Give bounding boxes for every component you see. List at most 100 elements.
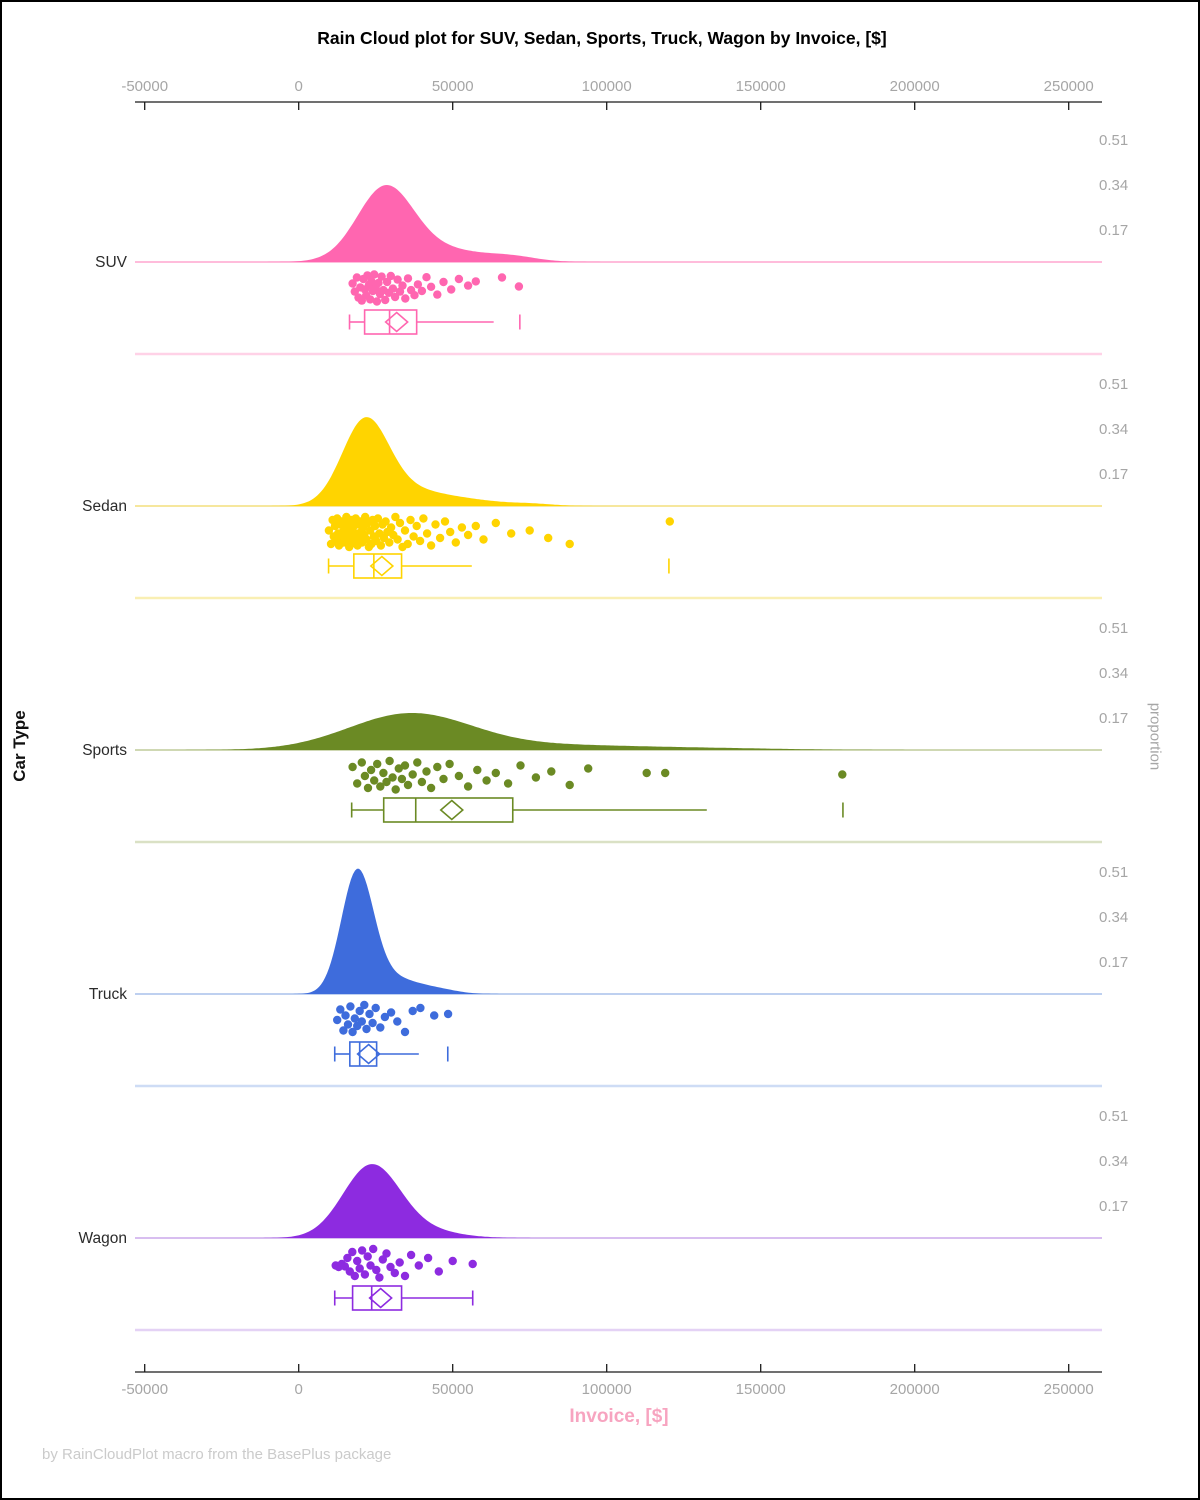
box-iqr-sedan xyxy=(353,553,403,579)
bottom-x-tick-label: 200000 xyxy=(890,1381,940,1398)
rain-point-wagon xyxy=(375,1273,384,1282)
proportion-tick-label-suv: 0.34 xyxy=(1099,177,1128,194)
rain-point-truck xyxy=(430,1011,439,1020)
rain-point-truck xyxy=(393,1017,402,1026)
rain-point-wagon xyxy=(406,1250,416,1260)
rain-point-sports xyxy=(348,762,357,772)
rain-point-sports xyxy=(413,758,422,767)
rain-point-wagon xyxy=(434,1267,443,1276)
rain-point-suv xyxy=(447,285,456,294)
rain-point-wagon xyxy=(366,1261,375,1270)
rain-point-sports xyxy=(366,765,376,775)
rain-point-suv xyxy=(471,277,480,286)
rain-point-sports xyxy=(491,768,500,778)
top-x-tick-label: 250000 xyxy=(1044,78,1094,95)
proportion-tick-label-truck: 0.17 xyxy=(1099,954,1128,971)
rain-point-wagon xyxy=(423,1253,433,1263)
rain-point-sports xyxy=(360,771,370,781)
rain-point-suv xyxy=(388,284,398,293)
rain-point-truck xyxy=(336,1005,345,1014)
rain-point-truck xyxy=(400,1027,410,1037)
rain-point-suv xyxy=(403,274,413,283)
rain-point-wagon xyxy=(357,1246,367,1255)
rain-point-wagon xyxy=(378,1255,387,1264)
rain-point-truck xyxy=(371,1003,380,1013)
rain-point-sedan xyxy=(385,538,394,547)
rain-point-sedan xyxy=(376,541,386,550)
box-mean-diamond-sports xyxy=(439,799,464,821)
proportion-tick-label-sports: 0.34 xyxy=(1099,665,1128,682)
rain-point-truck xyxy=(357,1017,366,1026)
rain-point-sedan xyxy=(373,514,383,523)
rain-point-suv xyxy=(348,279,357,288)
proportion-tick-label-suv: 0.51 xyxy=(1099,132,1128,149)
density-curve-sports xyxy=(135,713,1102,750)
rain-point-suv xyxy=(374,278,383,288)
density-curve-sedan xyxy=(135,417,1102,506)
rain-point-truck xyxy=(380,1012,390,1022)
density-curve-truck xyxy=(135,868,1102,994)
rain-point-suv xyxy=(367,277,376,286)
rain-point-sedan xyxy=(419,514,428,523)
rain-point-sedan xyxy=(422,529,432,538)
rain-point-sedan xyxy=(665,517,674,526)
rain-point-truck xyxy=(346,1002,355,1011)
rain-point-sedan xyxy=(463,530,473,540)
rain-point-truck xyxy=(333,1015,342,1025)
rain-point-sports xyxy=(382,777,391,787)
rain-point-sedan xyxy=(431,520,440,529)
rain-point-sports xyxy=(422,767,431,776)
top-x-tick-label: 100000 xyxy=(582,78,632,95)
proportion-tick-label-truck: 0.51 xyxy=(1099,864,1128,881)
bottom-x-tick-label: 0 xyxy=(295,1381,303,1398)
rain-point-sports xyxy=(454,771,464,781)
category-label-truck: Truck xyxy=(89,986,127,1003)
rain-point-sedan xyxy=(544,533,553,543)
rain-point-suv xyxy=(381,295,390,305)
proportion-tick-label-sports: 0.17 xyxy=(1099,710,1128,727)
rain-point-sedan xyxy=(507,529,516,538)
top-x-tick-label: 0 xyxy=(295,78,303,95)
proportion-tick-label-wagon: 0.34 xyxy=(1099,1153,1128,1170)
bottom-x-tick-label: 50000 xyxy=(432,1381,474,1398)
rain-point-truck xyxy=(343,1020,353,1029)
rain-point-sports xyxy=(388,773,397,782)
rain-point-truck xyxy=(341,1011,350,1020)
proportion-tick-label-truck: 0.34 xyxy=(1099,909,1128,926)
rain-point-sports xyxy=(547,767,556,776)
rain-point-truck xyxy=(368,1018,377,1028)
rain-point-suv xyxy=(439,277,448,287)
rain-point-suv xyxy=(372,297,382,306)
proportion-tick-label-sports: 0.51 xyxy=(1099,620,1128,637)
rain-point-suv xyxy=(398,281,407,290)
rain-point-sedan xyxy=(491,518,500,528)
rain-point-wagon xyxy=(400,1271,410,1281)
rain-point-sedan xyxy=(415,536,425,546)
density-curve-suv xyxy=(135,185,1102,262)
rain-point-suv xyxy=(386,271,395,281)
bottom-x-tick-label: 150000 xyxy=(736,1381,786,1398)
rain-point-sports xyxy=(473,765,482,775)
rain-point-sedan xyxy=(391,512,400,522)
rain-point-sports xyxy=(403,780,413,790)
rain-point-suv xyxy=(514,282,524,291)
box-iqr-sports xyxy=(382,797,514,823)
rain-point-sedan xyxy=(381,517,390,526)
top-x-tick-label: 200000 xyxy=(890,78,940,95)
rain-point-suv xyxy=(410,291,419,300)
category-label-suv: SUV xyxy=(95,254,128,271)
rain-point-sports xyxy=(426,783,436,793)
rain-point-sports xyxy=(408,770,417,779)
rain-point-sports xyxy=(838,770,847,779)
rain-point-sports xyxy=(516,761,525,770)
rain-point-truck xyxy=(376,1023,385,1032)
rain-point-truck xyxy=(362,1024,371,1034)
top-x-tick-label: 50000 xyxy=(432,78,474,95)
box-mean-diamond-suv xyxy=(384,311,409,333)
rain-point-wagon xyxy=(369,1244,378,1254)
rain-point-wagon xyxy=(353,1256,362,1266)
box-iqr-suv xyxy=(363,309,418,335)
box-iqr-wagon xyxy=(351,1285,403,1311)
bottom-x-tick-label: -50000 xyxy=(121,1381,168,1398)
